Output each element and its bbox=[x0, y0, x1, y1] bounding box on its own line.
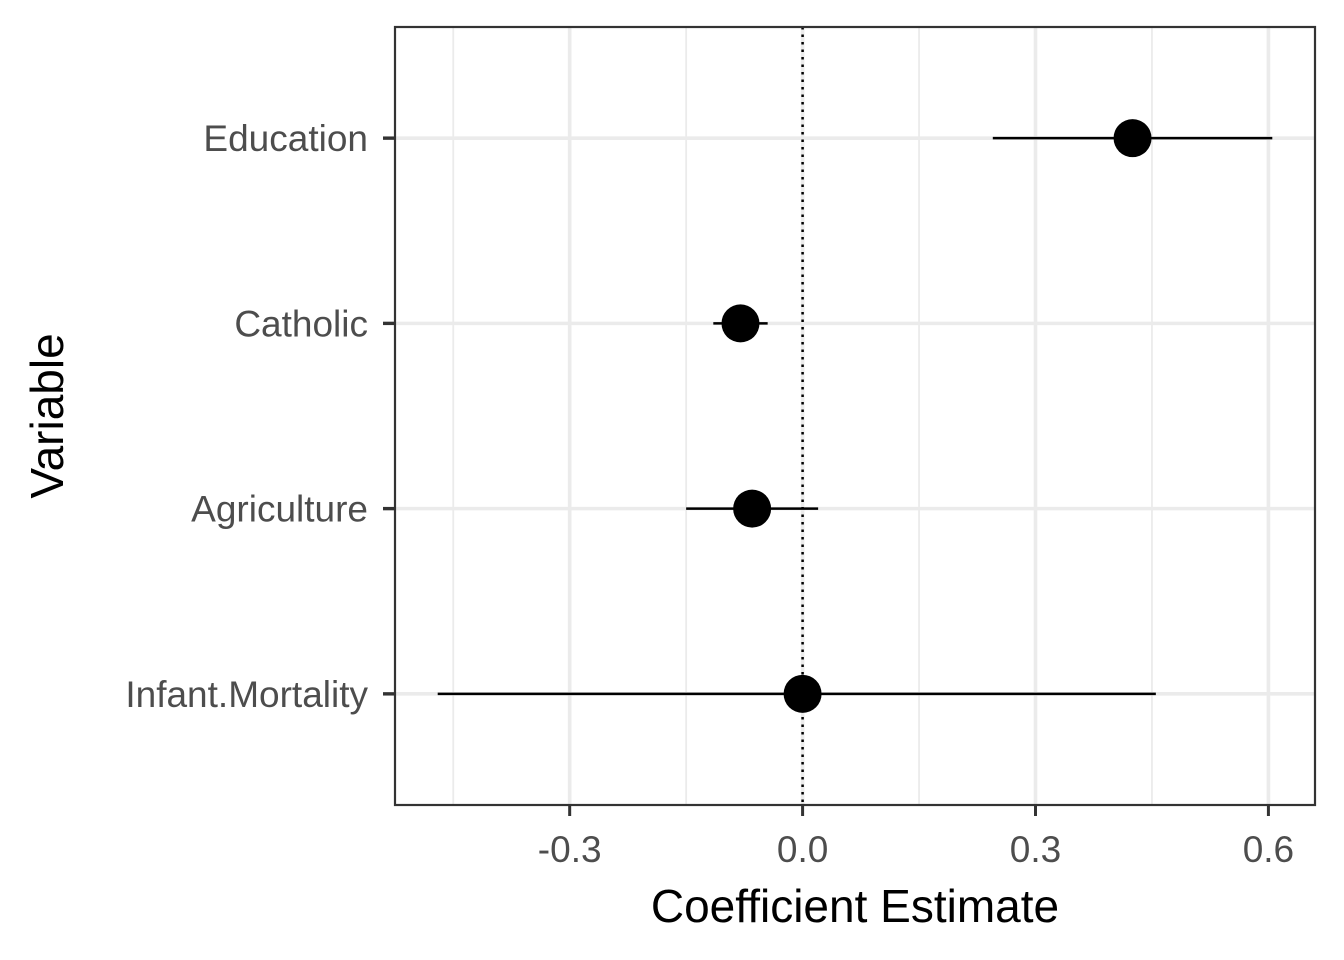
grid-major bbox=[395, 27, 1315, 805]
point-education bbox=[1113, 119, 1152, 158]
point-agriculture bbox=[733, 489, 772, 528]
x-axis-title: Coefficient Estimate bbox=[651, 880, 1059, 932]
points bbox=[721, 119, 1152, 713]
x-axis-ticks: -0.3 0.0 0.3 0.6 bbox=[538, 805, 1294, 870]
x-tick-label: 0.3 bbox=[1010, 829, 1061, 870]
y-tick-label: Agriculture bbox=[191, 489, 368, 530]
y-axis-title: Variable bbox=[21, 333, 73, 498]
x-tick-label: 0.0 bbox=[777, 829, 828, 870]
y-tick-label: Education bbox=[203, 118, 368, 159]
y-tick-label: Infant.Mortality bbox=[125, 674, 368, 715]
point-infant-mortality bbox=[783, 674, 822, 713]
y-axis-ticks: Education Catholic Agriculture Infant.Morta… bbox=[125, 118, 395, 715]
x-tick-label: -0.3 bbox=[538, 829, 602, 870]
x-tick-label: 0.6 bbox=[1243, 829, 1294, 870]
panel-border bbox=[393, 25, 1317, 807]
point-catholic bbox=[721, 304, 760, 343]
y-tick-label: Catholic bbox=[234, 303, 368, 344]
grid-minor bbox=[452, 27, 1153, 805]
